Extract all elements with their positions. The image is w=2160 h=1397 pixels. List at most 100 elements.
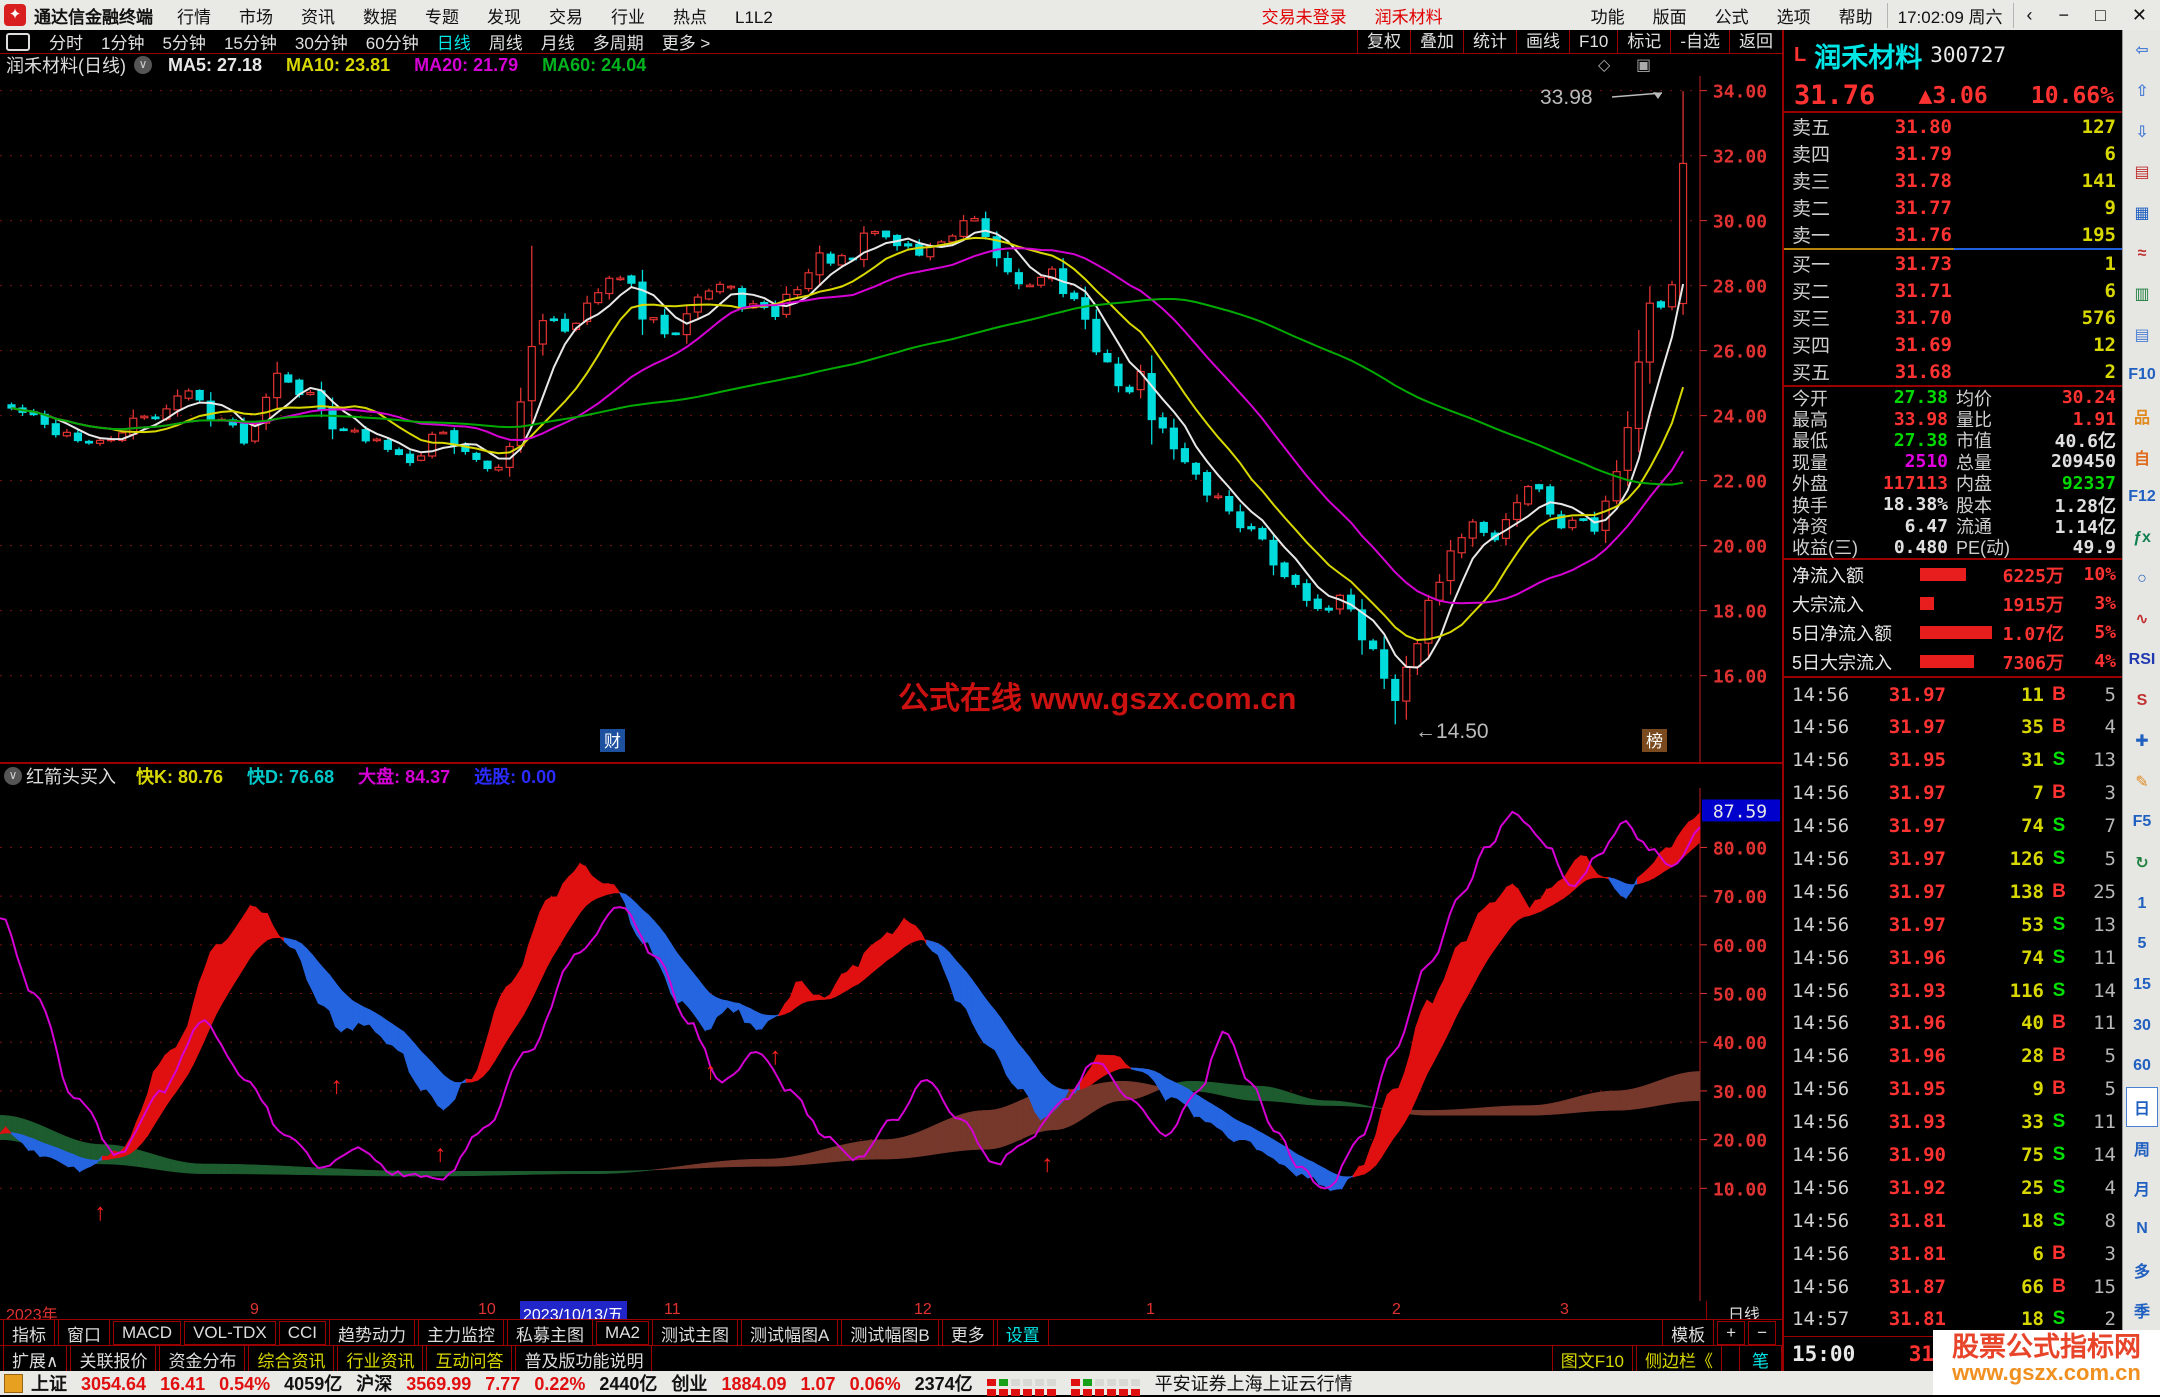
indicator-tab-私募主图[interactable]: 私募主图 <box>507 1318 594 1348</box>
bottom-button-图文F10[interactable]: 图文F10 <box>1551 1344 1633 1374</box>
circle-icon[interactable]: ○ <box>2137 569 2147 587</box>
scroll-up-icon[interactable]: ⇧ <box>2135 82 2149 100</box>
ask-row[interactable]: 卖三 31.78 141 <box>1792 169 2116 194</box>
menu-item-交易[interactable]: 交易 <box>549 7 583 27</box>
index-quote-item[interactable]: 7.77 <box>485 1374 521 1394</box>
index-quote-item[interactable]: 2374亿 <box>914 1374 973 1394</box>
bid-row[interactable]: 买五 31.68 2 <box>1792 360 2116 385</box>
tab-button-−[interactable]: − <box>1748 1321 1776 1345</box>
menu-item-选项[interactable]: 选项 <box>1776 7 1811 27</box>
close-icon[interactable]: ✕ <box>2131 4 2147 25</box>
menu-item-帮助[interactable]: 帮助 <box>1838 7 1873 27</box>
indicator-tab-窗口[interactable]: 窗口 <box>58 1318 110 1348</box>
tf-5min[interactable]: 5 <box>2137 935 2147 953</box>
minimize-icon[interactable]: − <box>2058 4 2070 25</box>
indicator-tab-MA2[interactable]: MA2 <box>596 1321 649 1345</box>
index-quote-item[interactable]: 3569.99 <box>406 1374 472 1394</box>
menu-item-版面[interactable]: 版面 <box>1652 7 1687 27</box>
index-quote-item[interactable]: 2440亿 <box>599 1374 658 1394</box>
timeframe-1分钟[interactable]: 1分钟 <box>101 34 145 53</box>
toolbar-button--自选[interactable]: -自选 <box>1670 30 1729 53</box>
f5-icon[interactable]: F5 <box>2132 813 2152 831</box>
connection-icon[interactable] <box>4 1373 23 1393</box>
sector-tree-icon[interactable]: 品 <box>2133 410 2150 428</box>
timeframe-日线[interactable]: 日线 <box>436 34 471 53</box>
timeframe-更多 >[interactable]: 更多 > <box>661 34 711 53</box>
index-quote-item[interactable]: 0.54% <box>219 1374 271 1394</box>
s-icon[interactable]: S <box>2136 691 2148 709</box>
menu-item-资讯[interactable]: 资讯 <box>301 7 335 27</box>
menu-item-行业[interactable]: 行业 <box>611 7 645 27</box>
menu-item-公式[interactable]: 公式 <box>1714 7 1749 27</box>
tf-n[interactable]: N <box>2136 1219 2148 1237</box>
zixuan-icon[interactable]: 自 <box>2133 450 2150 468</box>
quote-table-icon[interactable]: ▦ <box>2134 204 2150 222</box>
rsi-icon[interactable]: RSI <box>2128 650 2156 668</box>
tf-1min[interactable]: 1 <box>2137 894 2147 912</box>
panel-toggle-icon[interactable] <box>6 32 30 51</box>
timeframe-月线[interactable]: 月线 <box>540 34 575 53</box>
wave-icon[interactable]: ∿ <box>2135 611 2149 629</box>
stock-name-header[interactable]: L 润禾材料 300727 <box>1784 30 2124 80</box>
tf-month[interactable]: 月 <box>2133 1182 2150 1200</box>
timeframe-30分钟[interactable]: 30分钟 <box>294 34 348 53</box>
tick-list[interactable]: 14:56 31.97 11 B 5 14:56 31.97 35 B 4 14:56 31.95 31… <box>1784 678 2124 1336</box>
bid-row[interactable]: 买四 31.69 12 <box>1792 333 2116 358</box>
tf-day[interactable]: 日 <box>2126 1086 2158 1128</box>
f10-icon[interactable]: F10 <box>2128 366 2156 384</box>
indicator-tab-MACD[interactable]: MACD <box>113 1321 182 1345</box>
f12-icon[interactable]: F12 <box>2128 488 2156 506</box>
timeframe-60分钟[interactable]: 60分钟 <box>365 34 419 53</box>
indicator-tab-更多[interactable]: 更多 <box>941 1318 994 1348</box>
indicator-tab-测试主图[interactable]: 测试主图 <box>652 1318 738 1348</box>
toolbar-button-画线[interactable]: 画线 <box>1516 30 1569 53</box>
ask-row[interactable]: 卖四 31.79 6 <box>1792 142 2116 167</box>
pane-toggle-icon[interactable]: ▣ <box>1636 57 1652 74</box>
trade-login-status[interactable]: 交易未登录 <box>1261 7 1347 27</box>
bid-row[interactable]: 买三 31.70 576 <box>1792 306 2116 331</box>
menu-item-功能[interactable]: 功能 <box>1590 7 1625 27</box>
report-icon[interactable]: ▤ <box>2134 164 2150 182</box>
back-icon[interactable]: ⇦ <box>2135 42 2149 60</box>
tf-60min[interactable]: 60 <box>2133 1057 2151 1075</box>
indicator-tab-VOL-TDX[interactable]: VOL-TDX <box>184 1321 276 1345</box>
indicator-tab-测试幅图B[interactable]: 测试幅图B <box>841 1318 939 1348</box>
indicator-tab-CCI[interactable]: CCI <box>278 1321 327 1345</box>
ask-row[interactable]: 卖二 31.77 9 <box>1792 196 2116 221</box>
nav-back-icon[interactable]: ‹ <box>2026 4 2033 25</box>
collapse-chevron-icon[interactable]: ∨ <box>134 56 152 74</box>
toolbar-button-统计[interactable]: 统计 <box>1463 30 1516 53</box>
index-quote-item[interactable]: 创业 <box>671 1374 708 1394</box>
bid-row[interactable]: 买二 31.71 6 <box>1792 279 2116 304</box>
news-icon[interactable]: ▤ <box>2134 326 2150 344</box>
timeframe-5分钟[interactable]: 5分钟 <box>162 34 206 53</box>
toolbar-button-复权[interactable]: 复权 <box>1357 30 1410 53</box>
toolbar-button-返回[interactable]: 返回 <box>1729 30 1782 53</box>
index-quote-item[interactable]: 1.07 <box>800 1374 836 1394</box>
timeframe-分时[interactable]: 分时 <box>49 34 83 53</box>
timeframe-周线[interactable]: 周线 <box>488 34 523 53</box>
diamond-marker-icon[interactable]: ◇ <box>1598 57 1611 74</box>
index-quote-item[interactable]: 0.06% <box>849 1374 901 1394</box>
scroll-down-icon[interactable]: ⇩ <box>2135 123 2149 141</box>
tf-30min[interactable]: 30 <box>2133 1016 2151 1034</box>
index-quote-item[interactable]: 3054.64 <box>81 1374 147 1394</box>
toolbar-button-F10[interactable]: F10 <box>1569 30 1617 53</box>
index-quote-item[interactable]: 1884.09 <box>721 1374 787 1394</box>
indicator-tab-指标[interactable]: 指标 <box>3 1318 55 1348</box>
timeframe-15分钟[interactable]: 15分钟 <box>223 34 277 53</box>
index-quote-item[interactable]: 沪深 <box>356 1374 393 1394</box>
indicator-tab-趋势动力[interactable]: 趋势动力 <box>329 1318 416 1348</box>
kline-icon[interactable]: ▥ <box>2134 286 2150 304</box>
index-quote-item[interactable]: 0.22% <box>534 1374 586 1394</box>
move-icon[interactable]: ✚ <box>2135 733 2149 751</box>
bottom-button-侧边栏《[interactable]: 侧边栏《 <box>1636 1344 1722 1374</box>
main-candlestick-chart[interactable]: 34.00 32.00 30.00 28.00 26.00 24.00 22.00 20.00… <box>0 76 1782 762</box>
tab-button-模板[interactable]: 模板 <box>1662 1318 1715 1348</box>
toolbar-button-叠加[interactable]: 叠加 <box>1410 30 1463 53</box>
menu-item-市场[interactable]: 市场 <box>239 7 273 27</box>
index-quote-item[interactable]: 上证 <box>31 1374 67 1394</box>
app-logo-icon[interactable]: ✦ <box>4 4 26 26</box>
tf-15min[interactable]: 15 <box>2133 976 2151 994</box>
ask-row[interactable]: 卖五 31.80 127 <box>1792 115 2116 140</box>
